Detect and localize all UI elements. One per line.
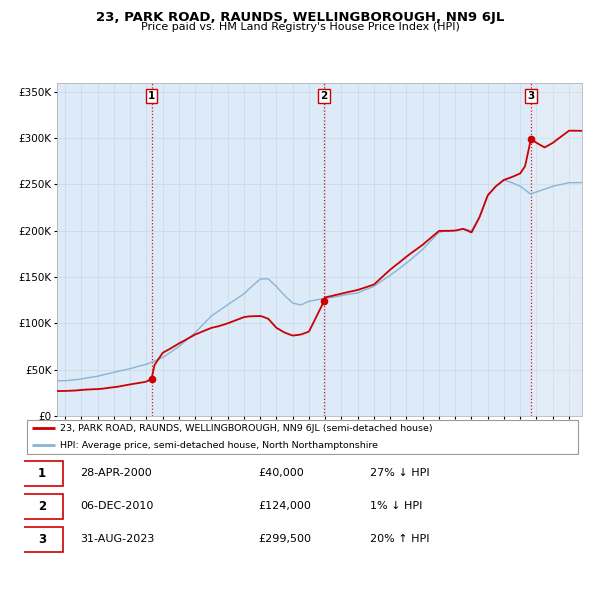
Text: 1: 1 [148, 91, 155, 101]
Text: HPI: Average price, semi-detached house, North Northamptonshire: HPI: Average price, semi-detached house,… [60, 441, 378, 450]
Text: £124,000: £124,000 [259, 502, 311, 511]
Text: 23, PARK ROAD, RAUNDS, WELLINGBOROUGH, NN9 6JL: 23, PARK ROAD, RAUNDS, WELLINGBOROUGH, N… [96, 11, 504, 24]
Text: 23, PARK ROAD, RAUNDS, WELLINGBOROUGH, NN9 6JL (semi-detached house): 23, PARK ROAD, RAUNDS, WELLINGBOROUGH, N… [60, 424, 433, 433]
Text: 3: 3 [38, 533, 46, 546]
Text: 27% ↓ HPI: 27% ↓ HPI [370, 468, 430, 478]
Text: 1: 1 [38, 467, 46, 480]
Text: 3: 3 [527, 91, 535, 101]
Text: £40,000: £40,000 [259, 468, 304, 478]
Text: 1% ↓ HPI: 1% ↓ HPI [370, 502, 422, 511]
FancyBboxPatch shape [21, 527, 63, 552]
Text: 28-APR-2000: 28-APR-2000 [80, 468, 152, 478]
Bar [531, 83, 582, 416]
Text: £299,500: £299,500 [259, 535, 311, 544]
Text: 2: 2 [320, 91, 328, 101]
FancyBboxPatch shape [21, 461, 63, 486]
Text: Price paid vs. HM Land Registry's House Price Index (HPI): Price paid vs. HM Land Registry's House … [140, 22, 460, 32]
Text: 20% ↑ HPI: 20% ↑ HPI [370, 535, 430, 544]
FancyBboxPatch shape [27, 420, 578, 454]
FancyBboxPatch shape [21, 494, 63, 519]
Text: 2: 2 [38, 500, 46, 513]
Text: 31-AUG-2023: 31-AUG-2023 [80, 535, 154, 544]
Text: 06-DEC-2010: 06-DEC-2010 [80, 502, 153, 511]
